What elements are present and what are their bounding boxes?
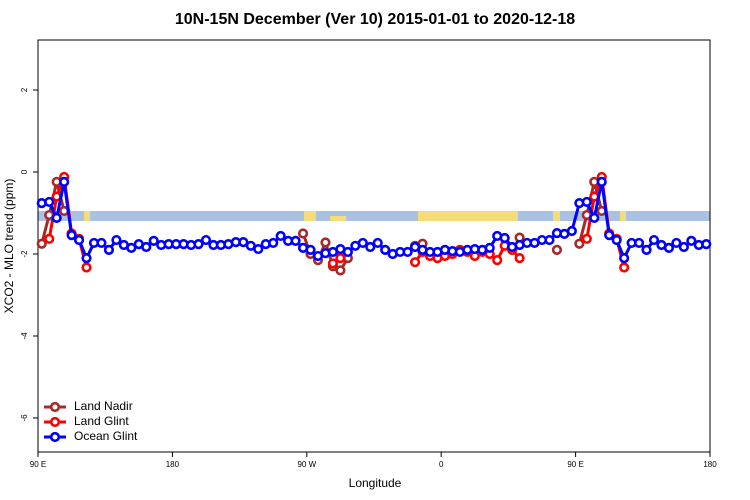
point [551,244,563,255]
point [589,212,600,224]
point [253,243,264,255]
point [305,244,316,255]
point [566,225,577,237]
point [492,255,503,266]
point [44,196,55,208]
point [619,252,630,264]
y-tick-label: 0 [20,169,29,174]
point [193,239,204,250]
point [335,265,346,276]
point [514,252,525,264]
point [111,234,122,246]
point [604,230,615,241]
point [81,252,92,264]
y-tick-label: -2 [20,250,29,258]
point [686,235,697,246]
point [36,238,47,249]
point [320,237,331,248]
x-tick-label: 90 E [567,460,583,469]
legend-label: Land Glint [74,414,129,428]
point [484,242,495,253]
legend-marker [49,431,61,443]
legend-marker [49,401,61,413]
point [126,242,137,253]
point [268,237,279,249]
point [701,239,712,250]
x-tick-label: 90 W [297,460,316,469]
x-tick-label: 0 [439,460,444,469]
point [327,258,339,269]
map-strip [38,211,710,221]
point [66,230,77,241]
point [596,176,607,187]
point [574,238,585,249]
point [148,235,159,246]
point [544,234,555,246]
point [641,244,652,255]
point [51,212,62,224]
point [200,234,212,246]
y-tick-label: -4 [20,332,29,340]
point [619,262,630,273]
x-tick-label: 180 [703,460,717,469]
point [633,237,645,249]
point [402,246,413,258]
point [581,196,592,208]
point [59,176,70,187]
point [409,257,421,268]
point [499,232,510,244]
point [141,241,152,253]
point [648,234,660,246]
legend-marker [49,416,61,428]
x-tick-label: 180 [166,460,180,469]
point [380,244,391,255]
point [678,241,689,253]
chart-title: 10N-15N December (Ver 10) 2015-01-01 to … [175,11,575,28]
y-axis-label: XCO2 - MLO trend (ppm) [2,179,16,314]
legend-label: Land Nadir [74,399,133,413]
point [581,233,592,244]
point [663,242,675,253]
point [96,237,107,249]
legend-label: Ocean Glint [74,429,138,443]
point [671,237,682,249]
x-axis-label: Longitude [349,476,402,490]
point [611,234,622,246]
point [297,228,309,239]
y-tick-label: 2 [20,87,29,92]
point [357,237,368,249]
point [103,244,115,255]
point [275,230,286,242]
point [365,241,376,253]
y-tick-label: -6 [20,414,29,422]
point [44,233,55,244]
point [238,237,249,248]
x-tick-label: 90 E [30,460,46,469]
point [290,235,301,246]
point [372,237,383,249]
point [73,234,85,246]
point [342,246,353,258]
point [335,252,346,264]
point [81,262,92,273]
